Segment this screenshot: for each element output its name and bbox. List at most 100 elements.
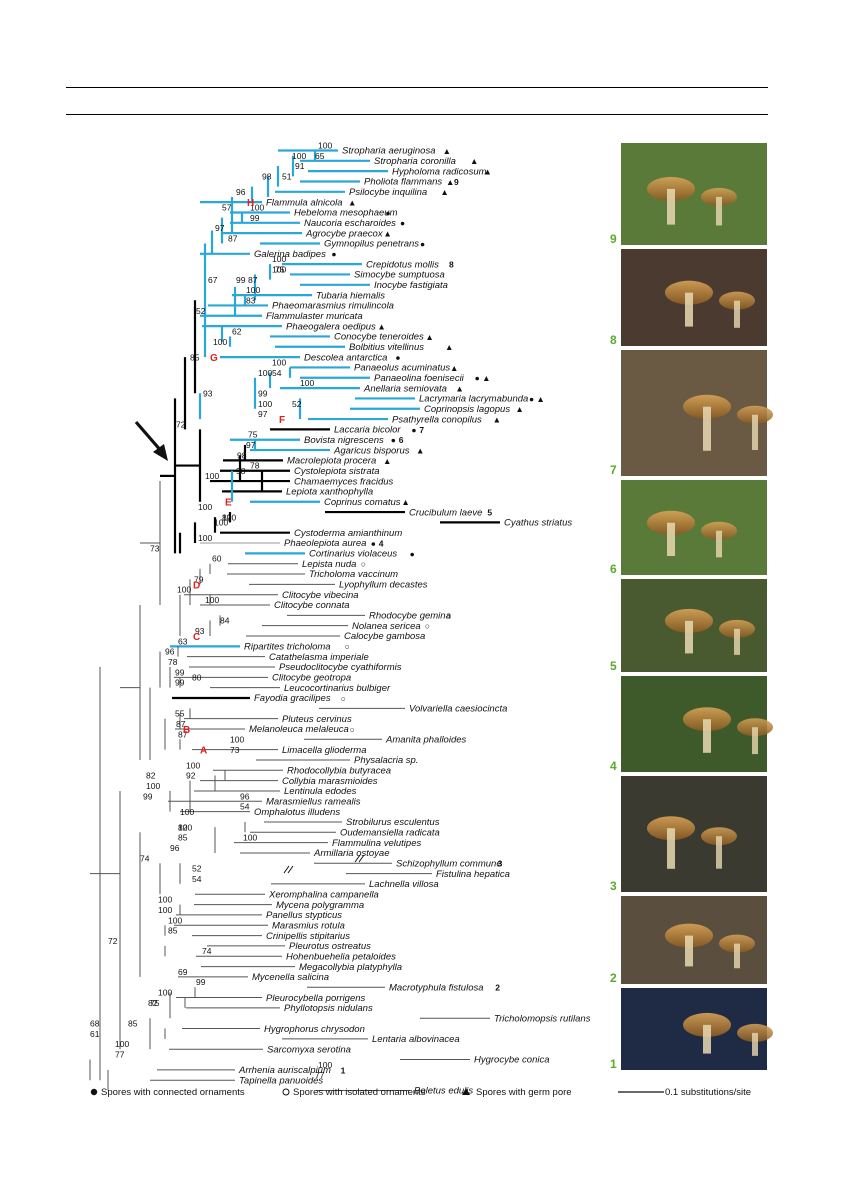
taxon-label: Leucocortinarius bulbiger: [284, 683, 391, 694]
spore-symbol: ▲: [401, 497, 409, 507]
taxon-label: Flammula alnicola: [266, 197, 343, 208]
taxon-label: Agaricus bisporus: [333, 445, 410, 456]
taxon-label: Schizophyllum commune: [396, 858, 502, 869]
taxon-label: Pseudoclitocybe cyathiformis: [279, 662, 402, 673]
support-value: 100: [250, 202, 264, 212]
filled-circle-icon: [90, 1088, 98, 1096]
spore-symbol: ▲: [416, 445, 424, 455]
node-letter: G: [210, 353, 218, 364]
support-value: 99: [236, 275, 246, 285]
support-value: 100: [115, 1039, 129, 1049]
photo-ref: 1: [341, 1065, 346, 1075]
triangle-icon: [462, 1088, 470, 1095]
taxon-label: Fayodia gracilipes: [254, 693, 331, 704]
support-value: 52: [192, 864, 202, 874]
support-value: 54: [240, 802, 250, 812]
taxon-label: Coprinus comatus: [324, 497, 401, 508]
taxon-label: Lentinula edodes: [284, 786, 357, 797]
spore-symbol: ○: [341, 693, 346, 703]
taxon-label: Phaeolepiota aurea: [284, 538, 366, 549]
spore-symbol: ▲: [383, 456, 391, 466]
support-value: 100: [246, 285, 260, 295]
taxon-label: Cortinarius violaceus: [309, 549, 397, 560]
spore-symbol: ● ▲: [475, 373, 491, 383]
photo-ref: 3: [498, 859, 503, 869]
photo-number: 8: [610, 333, 617, 347]
taxon-label: Tricholomopsis rutilans: [494, 1013, 591, 1024]
support-value: 96: [240, 791, 250, 801]
spore-symbol: ○: [345, 642, 350, 652]
legend-isolated: Spores with isolated ornaments: [293, 1087, 426, 1098]
node-letter: C: [193, 632, 200, 643]
support-value: 100: [146, 781, 160, 791]
support-value: 77: [115, 1050, 125, 1060]
support-value: 99: [143, 791, 153, 801]
taxon-label: Sarcomyxa serotina: [267, 1044, 351, 1055]
support-value: 98: [236, 466, 246, 476]
photo-ref: 6: [399, 435, 404, 445]
spore-symbol: ▲: [470, 156, 478, 166]
spore-symbol: ○: [361, 559, 366, 569]
taxon-label: Hygrocybe conica: [474, 1055, 550, 1066]
support-value: 93: [203, 388, 213, 398]
taxon-label: Lepiota xanthophylla: [286, 487, 373, 498]
taxon-label: Ripartites tricholoma: [244, 642, 331, 653]
photo-number: 3: [610, 879, 617, 893]
support-value: 98: [237, 450, 247, 460]
spore-symbol: ▲: [450, 363, 458, 373]
support-value: 100: [198, 533, 212, 543]
taxon-label: Phaeogalera oedipus: [286, 321, 376, 332]
taxon-label: Flammulina velutipes: [332, 838, 421, 849]
support-value: 65: [315, 151, 325, 161]
support-value: 100: [180, 807, 194, 817]
specimen-photo: 3: [610, 776, 767, 893]
taxon-label: Oudemansiella radicata: [340, 827, 440, 838]
support-value: 82: [222, 512, 232, 522]
support-value: 87: [176, 719, 186, 729]
taxon-label: Agrocybe praecox: [305, 228, 384, 239]
taxon-label: Pleurotus ostreatus: [289, 941, 371, 952]
photo-ref: 9: [454, 177, 459, 187]
support-value: 87: [248, 275, 258, 285]
taxon-label: Calocybe gambosa: [344, 631, 425, 642]
support-value: 54: [192, 874, 202, 884]
taxon-label: Nolanea sericea: [352, 621, 421, 632]
node-letter: B: [183, 725, 190, 736]
node-letter: E: [225, 498, 232, 509]
taxon-label: Pleurocybella porrigens: [266, 993, 366, 1004]
specimen-photos: 9 8 7 6 5 4 3 2 1: [610, 143, 773, 1071]
spore-symbol: ▲: [443, 146, 451, 156]
photo-number: 1: [610, 1057, 617, 1071]
taxon-label: Limacella glioderma: [282, 745, 366, 756]
support-value: 85: [178, 833, 188, 843]
spore-symbol: ▲: [446, 177, 454, 187]
taxon-label: Psathyrella conopilus: [392, 414, 482, 425]
support-value: 57: [222, 202, 232, 212]
taxon-label: Tapinella panuoides: [239, 1075, 323, 1086]
support-value: 100: [186, 760, 200, 770]
spore-symbol: ○: [446, 611, 451, 621]
spore-symbol: ●: [395, 353, 400, 363]
photo-number: 9: [610, 232, 617, 246]
support-value: 61: [90, 1029, 100, 1039]
legend-germ-pore: Spores with germ pore: [476, 1087, 572, 1098]
spore-symbol: ●: [411, 425, 416, 435]
support-value: 77: [315, 1070, 325, 1080]
support-value: 52: [292, 399, 302, 409]
taxon-label: Tubaria hiemalis: [316, 290, 385, 301]
support-value: 100: [318, 1060, 332, 1070]
taxon-label: Panaeolus acuminatus: [354, 363, 450, 374]
taxon-label: Crucibulum laeve: [409, 507, 482, 518]
support-value: 100: [205, 471, 219, 481]
support-value: 100: [213, 337, 227, 347]
support-value: 100: [222, 512, 236, 522]
taxon-label: Melanoleuca melaleuca: [249, 724, 349, 735]
taxon-label: Chamaemyces fracidus: [294, 476, 394, 487]
support-value: 97: [258, 409, 268, 419]
photo-ref: 5: [487, 507, 492, 517]
taxon-label: Mycena polygramma: [276, 900, 364, 911]
taxon-label: Rhodocybe gemina: [369, 611, 451, 622]
taxon-label: Collybia marasmioides: [282, 776, 378, 787]
